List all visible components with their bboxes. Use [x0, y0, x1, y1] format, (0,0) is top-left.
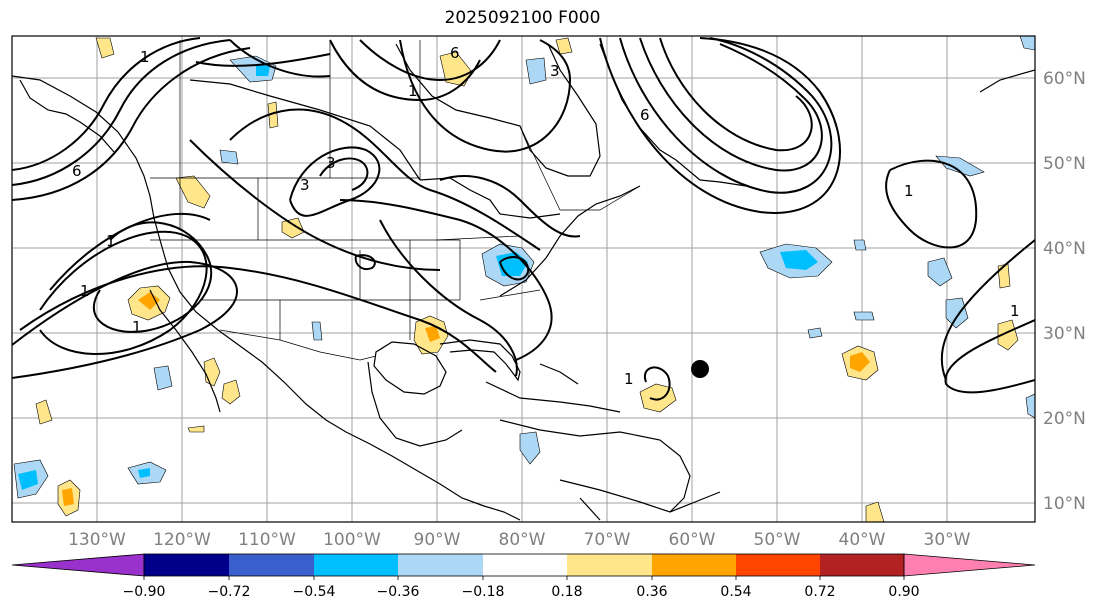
- colorbar-tick-label: 0.72: [804, 584, 835, 600]
- colorbar-tick-label: −0.36: [377, 584, 420, 600]
- latitude-label: 10°N: [1043, 494, 1086, 514]
- negative-anomaly-core: [780, 250, 818, 270]
- map-frame: [11, 35, 1036, 523]
- longitude-label: 80°W: [499, 530, 546, 550]
- negative-anomaly-area: [927, 257, 953, 287]
- map-title: 2025092100 F000: [444, 8, 601, 28]
- colorbar: −0.90 −0.72 −0.54 −0.36 −0.18 0.18 0.36 0.54 0.7…: [11, 553, 1036, 600]
- longitude-label: 50°W: [754, 530, 801, 550]
- coastlines: [12, 43, 1035, 521]
- colorbar-tick-label: −0.72: [208, 584, 251, 600]
- longitude-label: 30°W: [924, 530, 971, 550]
- political-borders: [150, 40, 641, 361]
- contour-label: 1: [140, 48, 150, 66]
- colorbar-segment: [903, 553, 1036, 577]
- negative-anomaly-area: [525, 57, 547, 85]
- colorbar-segment: [11, 553, 145, 577]
- negative-anomaly-area: [807, 327, 823, 339]
- negative-anomaly-area: [311, 321, 323, 341]
- positive-anomaly-area: [267, 101, 279, 129]
- colorbar-segment: [483, 554, 567, 576]
- colorbar-segment: [567, 554, 652, 576]
- shaded-anomalies: [13, 36, 1035, 522]
- negative-anomaly-area: [219, 149, 239, 165]
- positive-anomaly-area: [95, 37, 115, 59]
- positive-anomaly-area: [997, 263, 1011, 289]
- negative-anomaly-area: [1019, 36, 1035, 51]
- colorbar-segment: [736, 554, 820, 576]
- contour-label: 6: [72, 162, 82, 180]
- positive-anomaly-core: [138, 292, 160, 310]
- latitude-label: 40°N: [1043, 239, 1086, 259]
- colorbar-segment: [144, 554, 229, 576]
- contour-label: 1: [624, 370, 634, 388]
- contour-label: 3: [550, 62, 560, 80]
- negative-anomaly-core: [256, 64, 270, 76]
- colorbar-frame: [143, 553, 905, 577]
- positive-anomaly-core: [850, 352, 870, 372]
- negative-anomaly-area: [519, 431, 541, 465]
- positive-anomaly-area: [35, 399, 53, 425]
- latitude-label: 30°N: [1043, 324, 1086, 344]
- latitude-label: 50°N: [1043, 154, 1086, 174]
- positive-anomaly-area: [639, 383, 677, 413]
- height-contours: [12, 37, 1035, 401]
- positive-anomaly-area: [997, 319, 1019, 351]
- contour-label: 1: [904, 182, 914, 200]
- contour-label: 1: [80, 282, 90, 300]
- contour-label: 1: [106, 232, 116, 250]
- negative-anomaly-core: [138, 468, 150, 478]
- colorbar-segment: [229, 554, 314, 576]
- contour-label: 1: [408, 82, 418, 100]
- colorbar-tick-label: 0.90: [888, 584, 919, 600]
- positive-anomaly-area: [187, 425, 205, 433]
- contour-label: 3: [300, 176, 310, 194]
- negative-anomaly-area: [153, 365, 173, 391]
- positive-anomaly-area: [221, 379, 241, 405]
- negative-anomaly-core: [18, 470, 38, 490]
- colorbar-tick-label: −0.90: [123, 584, 166, 600]
- longitude-label: 100°W: [323, 530, 381, 550]
- longitude-labels: 130°W 120°W 110°W 100°W 90°W 80°W 70°W 60°W 50°W…: [68, 530, 971, 550]
- longitude-label: 40°W: [839, 530, 886, 550]
- negative-anomaly-area: [853, 311, 875, 321]
- longitude-label: 60°W: [669, 530, 716, 550]
- longitude-label: 130°W: [68, 530, 126, 550]
- positive-anomaly-area: [865, 501, 885, 522]
- colorbar-segment: [652, 554, 736, 576]
- longitude-label: 110°W: [238, 530, 296, 550]
- gridlines: [12, 36, 1035, 522]
- colorbar-tick-label: 0.36: [636, 584, 667, 600]
- negative-anomaly-area: [853, 239, 867, 251]
- positive-anomaly-core: [425, 326, 440, 342]
- latitude-label: 60°N: [1043, 69, 1086, 89]
- colorbar-tick-label: 0.54: [720, 584, 751, 600]
- colorbar-segment: [314, 554, 398, 576]
- positive-anomaly-area: [555, 37, 573, 55]
- positive-anomaly-area: [175, 175, 211, 209]
- contour-label: 3: [326, 154, 336, 172]
- positive-anomaly-area: [281, 217, 305, 239]
- negative-anomaly-area: [1025, 393, 1035, 419]
- colorbar-tick-label: 0.18: [551, 584, 582, 600]
- colorbar-tick-label: −0.54: [293, 584, 336, 600]
- colorbar-segment: [398, 554, 483, 576]
- latitude-labels: 60°N 50°N 40°N 30°N 20°N 10°N: [1043, 69, 1086, 514]
- negative-anomaly-area: [935, 155, 985, 177]
- colorbar-tick-label: −0.18: [462, 584, 505, 600]
- longitude-label: 120°W: [153, 530, 211, 550]
- longitude-label: 90°W: [414, 530, 461, 550]
- positive-anomaly-core: [62, 488, 74, 506]
- longitude-label: 70°W: [584, 530, 631, 550]
- contour-labels: 6 6 6 3 3 1 1 1 1 1 1 3 1 1: [72, 44, 1020, 388]
- contour-label: 1: [1010, 302, 1020, 320]
- colorbar-segment: [820, 554, 904, 576]
- latitude-label: 20°N: [1043, 409, 1086, 429]
- negative-anomaly-area: [945, 297, 969, 329]
- contour-label: 6: [450, 44, 460, 62]
- contour-label: 1: [132, 318, 142, 336]
- storm-position-marker: [691, 360, 709, 378]
- contour-label: 6: [640, 106, 650, 124]
